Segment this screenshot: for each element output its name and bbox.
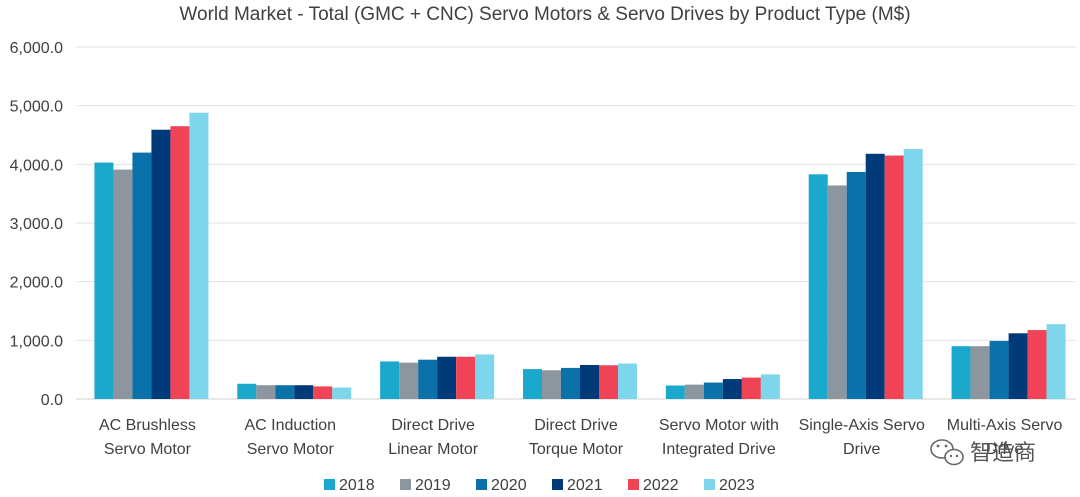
bars [94, 112, 1066, 399]
y-axis-ticks: 0.0 1,000.0 2,000.0 3,000.0 4,000.0 5,000.0 6,… [10, 40, 63, 409]
bar-2019 [113, 169, 133, 399]
bar-2023 [1046, 324, 1066, 399]
y-tick-label: 2,000.0 [10, 275, 63, 292]
bar-2021 [722, 379, 742, 399]
category-label: Single-Axis Servo Drive [799, 417, 925, 458]
bar-2019 [970, 346, 990, 399]
legend-swatch [476, 479, 487, 490]
legend: 2018 2019 2020 2021 2022 2023 [324, 477, 755, 494]
bar-2022 [170, 126, 190, 399]
bar-2021 [437, 356, 457, 399]
bar-2020 [132, 152, 152, 399]
category-label: AC Induction Servo Motor [244, 417, 336, 458]
wechat-icon [930, 439, 964, 466]
bar-2020 [703, 382, 723, 399]
bar-2023 [618, 363, 637, 399]
legend-item-2020: 2020 [476, 477, 527, 494]
chart-title: World Market - Total (GMC + CNC) Servo M… [179, 4, 910, 25]
category-label: Direct Drive Linear Motor [388, 417, 478, 458]
bar-2019 [542, 370, 561, 399]
watermark: 智造商 [930, 439, 1036, 466]
legend-label: 2023 [719, 477, 755, 494]
bar-2018 [380, 361, 400, 399]
legend-swatch [552, 479, 563, 490]
bar-2018 [808, 174, 828, 399]
legend-swatch [704, 479, 715, 490]
legend-label: 2018 [339, 477, 375, 494]
bar-2020 [561, 367, 580, 399]
category-label: AC Brushless Servo Motor [99, 417, 196, 458]
bar-2018 [523, 369, 542, 399]
y-tick-label: 6,000.0 [10, 40, 63, 57]
bar-2022 [599, 365, 618, 399]
bar-2022 [1027, 330, 1047, 399]
bar-2020 [275, 385, 295, 399]
bar-2018 [665, 385, 685, 399]
y-tick-label: 1,000.0 [10, 333, 63, 350]
bar-2022 [456, 356, 476, 399]
legend-swatch [324, 479, 335, 490]
bar-2023 [332, 387, 352, 399]
category-label: Multi-Axis Servo Drive [947, 417, 1063, 458]
bar-2021 [1008, 333, 1028, 399]
y-tick-label: 4,000.0 [10, 157, 63, 174]
y-tick-label: 3,000.0 [10, 216, 63, 233]
legend-swatch [400, 479, 411, 490]
bar-2023 [475, 354, 495, 399]
bar-2021 [151, 129, 171, 399]
bar-2023 [189, 112, 209, 399]
y-tick-label: 5,000.0 [10, 99, 63, 116]
y-tick-label: 0.0 [41, 392, 63, 409]
bar-2020 [418, 359, 438, 399]
bar-2019 [827, 185, 847, 399]
category-label: Direct Drive Torque Motor [529, 417, 624, 458]
bar-2018 [94, 162, 114, 399]
bar-2022 [884, 155, 904, 399]
bar-2018 [237, 383, 257, 399]
bar-2020 [846, 171, 866, 399]
legend-item-2021: 2021 [552, 477, 603, 494]
bar-2021 [580, 364, 599, 399]
x-axis-categories: AC Brushless Servo Motor AC Induction Servo… [99, 417, 1062, 458]
bar-2023 [760, 374, 780, 399]
bar-2019 [684, 384, 704, 399]
bar-2019 [399, 362, 419, 399]
legend-label: 2019 [415, 477, 451, 494]
legend-item-2018: 2018 [324, 477, 375, 494]
bar-2022 [741, 377, 761, 399]
bar-2022 [313, 386, 333, 399]
legend-swatch [628, 479, 639, 490]
category-label: Servo Motor with Integrated Drive [659, 417, 779, 458]
legend-label: 2022 [643, 477, 679, 494]
legend-label: 2020 [491, 477, 527, 494]
watermark-text: 智造商 [970, 440, 1036, 465]
legend-item-2022: 2022 [628, 477, 679, 494]
gridlines [76, 46, 1076, 400]
legend-item-2019: 2019 [400, 477, 451, 494]
bar-2019 [256, 385, 276, 399]
legend-item-2023: 2023 [704, 477, 755, 494]
bar-2020 [989, 340, 1009, 399]
bar-2023 [903, 149, 923, 399]
bar-2021 [865, 153, 885, 399]
legend-label: 2021 [567, 477, 603, 494]
bar-2021 [294, 385, 314, 399]
bar-2018 [951, 346, 971, 399]
